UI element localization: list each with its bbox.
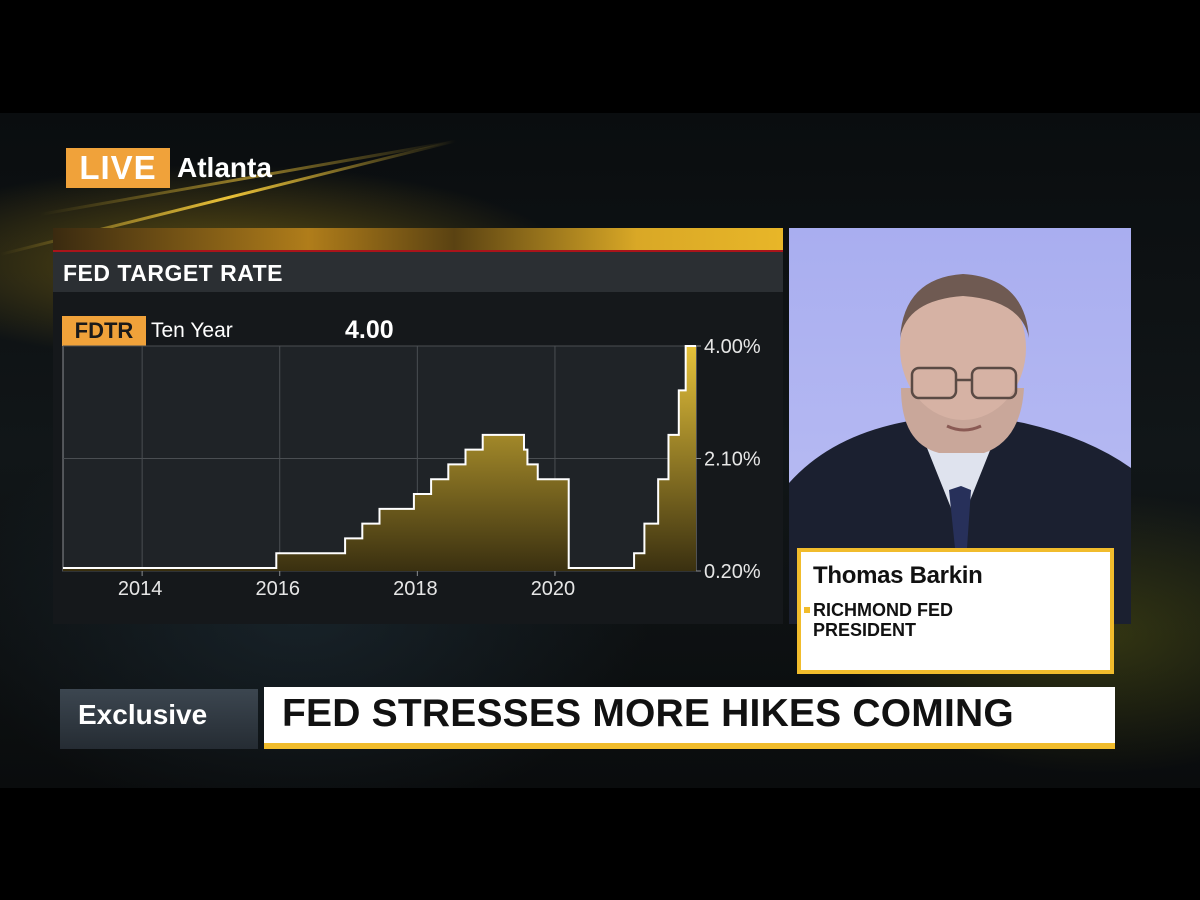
headline-text: FED STRESSES MORE HIKES COMING <box>282 692 1014 735</box>
ticker-value: 4.00 <box>345 316 394 344</box>
guest-name-card: Thomas Barkin RICHMOND FED PRESIDENT <box>797 548 1114 674</box>
ticker-label: Ten Year <box>151 319 233 342</box>
series-area <box>63 346 696 571</box>
live-location: Atlanta <box>177 152 272 183</box>
y-tick-label: 2.10% <box>704 449 761 471</box>
panel-accent-stripe <box>53 228 783 250</box>
x-tick-label: 2020 <box>531 578 576 600</box>
y-tick-label: 4.00% <box>704 336 761 358</box>
x-tick-label: 2018 <box>393 578 438 600</box>
x-tick-label: 2014 <box>118 578 163 600</box>
panel-header: FED TARGET RATE <box>53 250 783 292</box>
exclusive-tag: Exclusive <box>60 689 258 749</box>
ticker-symbol: FDTR <box>62 316 146 346</box>
name-card-inner: Thomas Barkin RICHMOND FED PRESIDENT <box>801 552 1110 670</box>
live-badge: LIVE <box>66 148 170 188</box>
y-tick-label: 0.20% <box>704 561 761 583</box>
rate-chart: 2014 2016 2018 2020 4.00% 2.10% 0.20% <box>62 336 761 600</box>
guest-title: RICHMOND FED PRESIDENT <box>813 600 953 640</box>
series-line <box>63 345 696 570</box>
guest-name: Thomas Barkin <box>813 562 983 589</box>
headline-bar: FED STRESSES MORE HIKES COMING <box>264 687 1115 749</box>
chart-panel: FED TARGET RATE FDTR Ten Year 4.00 2014 2… <box>53 228 783 624</box>
x-tick-label: 2016 <box>255 578 300 600</box>
bullet-icon <box>804 607 810 613</box>
panel-title: FED TARGET RATE <box>63 260 284 286</box>
exclusive-label: Exclusive <box>78 699 208 730</box>
